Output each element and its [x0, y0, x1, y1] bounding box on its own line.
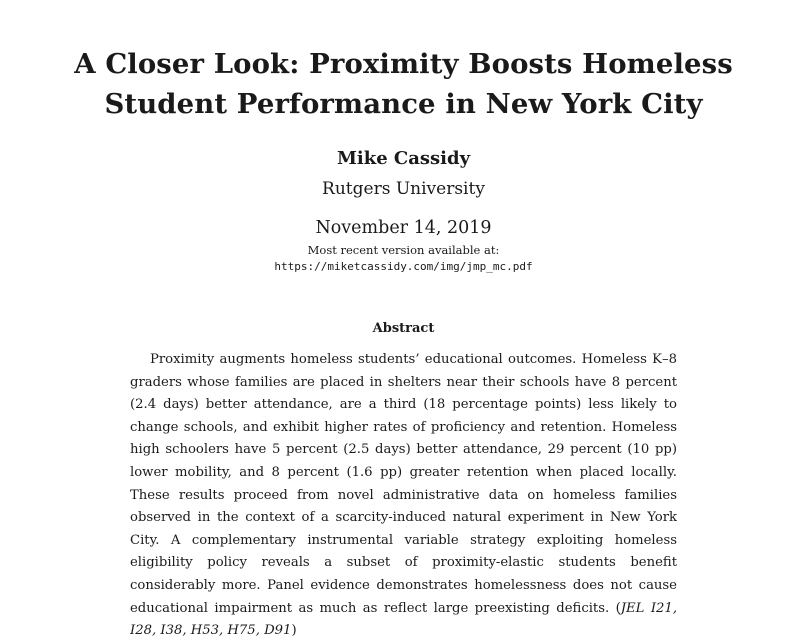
author-name: Mike Cassidy	[336, 148, 471, 169]
paper-title: A Closer Look: Proximity Boosts Homeless…	[74, 48, 733, 120]
jel-open-paren: (	[609, 600, 621, 616]
abstract-body: Proximity augments homeless students’ ed…	[130, 349, 677, 643]
author-affiliation: Rutgers University	[322, 179, 485, 199]
abstract-heading: Abstract	[372, 321, 435, 336]
abstract-text: Proximity augments homeless students’ ed…	[130, 352, 677, 616]
version-note: Most recent version available at:	[307, 243, 500, 257]
version-url-link[interactable]: https://miketcassidy.com/img/jmp_mc.pdf	[274, 260, 533, 273]
publication-date: November 14, 2019	[315, 218, 492, 238]
jel-codes: JEL I21, I28, I38, H53, H75, D91	[130, 600, 678, 639]
jel-close-paren: )	[291, 623, 297, 639]
